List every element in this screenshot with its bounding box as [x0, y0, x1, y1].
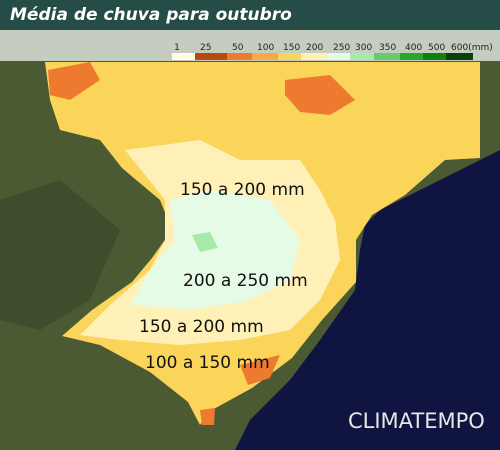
legend-swatch — [301, 53, 328, 60]
legend-label: 600(mm) — [451, 43, 493, 53]
rain-200-250 — [130, 190, 300, 310]
legend-swatch — [195, 53, 227, 60]
rain-300 — [192, 232, 218, 252]
legend-swatch — [350, 53, 374, 60]
legend-swatch — [446, 53, 473, 60]
legend-label: 400 — [405, 43, 422, 53]
region-label: 150 a 200 mm — [180, 180, 305, 200]
legend-swatch — [227, 53, 252, 60]
land-dark — [0, 180, 120, 330]
legend: 1 25 50 100 150 200 250 300 350 400 500 600(mm) — [172, 43, 493, 60]
logo: CLIMATEMPO — [348, 409, 485, 433]
rain-50-100 — [48, 62, 100, 100]
legend-label: 300 — [355, 43, 372, 53]
legend-label: 500 — [428, 43, 445, 53]
legend-swatch — [252, 53, 278, 60]
legend-label: 350 — [379, 43, 396, 53]
legend-label: 150 — [283, 43, 300, 53]
legend-label: 25 — [200, 43, 211, 53]
rain-50-100 — [285, 75, 355, 115]
legend-swatch — [172, 53, 195, 60]
ocean — [235, 150, 500, 450]
title-bar — [0, 0, 500, 30]
legend-label: 100 — [257, 43, 274, 53]
legend-swatch — [400, 53, 423, 60]
legend-swatch — [328, 53, 350, 60]
title: Média de chuva para outubro — [10, 5, 292, 25]
legend-swatch — [374, 53, 400, 60]
region-label: 150 a 200 mm — [139, 317, 264, 337]
legend-swatch — [423, 53, 446, 60]
rain-50-100 — [200, 408, 215, 425]
legend-swatch — [278, 53, 301, 60]
legend-label: 200 — [306, 43, 323, 53]
legend-label: 1 — [174, 43, 180, 53]
legend-label: 50 — [232, 43, 244, 53]
region-label: 200 a 250 mm — [183, 271, 308, 291]
rain-50-100 — [240, 355, 280, 385]
legend-label: 250 — [333, 43, 350, 53]
region-label: 100 a 150 mm — [145, 353, 270, 373]
